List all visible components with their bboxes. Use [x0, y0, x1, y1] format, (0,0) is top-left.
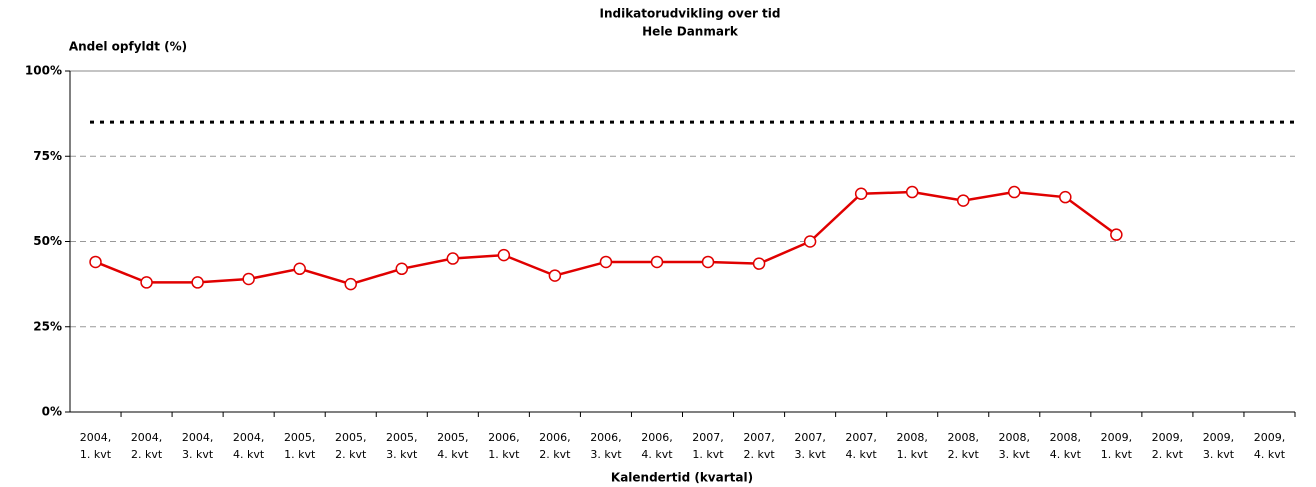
x-tick-label: 4. kvt: [641, 448, 673, 461]
x-tick-label: 3. kvt: [590, 448, 622, 461]
x-tick-label: 2007,: [794, 431, 826, 444]
x-tick-label: 1. kvt: [692, 448, 724, 461]
y-tick-label: 75%: [33, 149, 62, 163]
x-tick-label: 2006,: [488, 431, 520, 444]
data-point: [446, 252, 460, 265]
x-tick-label: 4. kvt: [437, 448, 469, 461]
y-tick-label: 100%: [25, 64, 62, 78]
x-tick-label: 2009,: [1203, 431, 1235, 444]
data-point: [395, 262, 409, 276]
data-point: [701, 255, 715, 269]
data-point: [242, 272, 255, 286]
data-point: [650, 255, 664, 269]
data-point: [905, 185, 919, 199]
x-tick-label: 1. kvt: [1101, 448, 1133, 461]
x-tick-label: 4. kvt: [846, 448, 878, 461]
data-point: [752, 257, 766, 270]
x-tick-label: 2007,: [743, 431, 775, 444]
x-tick-label: 2004,: [233, 431, 265, 444]
x-tick-label: 2008,: [896, 431, 928, 444]
x-tick-label: 3. kvt: [386, 448, 418, 461]
x-tick-label: 2. kvt: [539, 448, 571, 461]
data-point: [1110, 228, 1123, 241]
data-point: [599, 255, 613, 269]
x-tick-label: 2004,: [131, 431, 163, 444]
x-tick-label: 2. kvt: [743, 448, 775, 461]
x-tick-label: 1. kvt: [284, 448, 316, 461]
data-point: [803, 235, 817, 248]
data-point: [548, 269, 562, 282]
x-tick-label: 4. kvt: [1254, 448, 1286, 461]
x-tick-label: 2004,: [80, 431, 112, 444]
x-tick-label: 2. kvt: [948, 448, 980, 461]
x-tick-label: 1. kvt: [488, 448, 520, 461]
data-point: [497, 248, 511, 262]
x-tick-label: 3. kvt: [795, 448, 827, 461]
x-tick-label: 1. kvt: [897, 448, 929, 461]
x-axis-label: Kalendertid (kvartal): [611, 471, 753, 485]
x-tick-label: 2006,: [641, 431, 673, 444]
x-tick-label: 2009,: [1101, 431, 1133, 444]
x-tick-label: 2008,: [947, 431, 979, 444]
x-tick-label: 2008,: [999, 431, 1031, 444]
data-point: [854, 187, 868, 201]
x-tick-label: 4. kvt: [1050, 448, 1082, 461]
x-tick-label: 2006,: [590, 431, 622, 444]
x-tick-label: 2006,: [539, 431, 571, 444]
data-point: [344, 277, 357, 291]
x-tick-label: 2. kvt: [335, 448, 367, 461]
x-tick-label: 2005,: [284, 431, 316, 444]
y-tick-label: 50%: [33, 234, 62, 248]
x-tick-label: 2007,: [692, 431, 724, 444]
x-tick-label: 2009,: [1152, 431, 1184, 444]
x-tick-label: 2004,: [182, 431, 214, 444]
data-point: [956, 194, 970, 207]
x-tick-label: 2005,: [437, 431, 469, 444]
data-point: [191, 276, 204, 289]
data-point: [89, 255, 102, 269]
x-tick-label: 2008,: [1050, 431, 1082, 444]
data-point: [1008, 185, 1021, 199]
data-point: [1059, 190, 1072, 204]
chart-title: Indikatorudvikling over tid: [599, 7, 780, 21]
x-tick-label: 2005,: [335, 431, 367, 444]
y-axis-label: Andel opfyldt (%): [69, 40, 187, 54]
chart-subtitle: Hele Danmark: [642, 25, 739, 39]
y-tick-label: 25%: [33, 319, 62, 333]
x-tick-label: 2005,: [386, 431, 418, 444]
x-tick-label: 4. kvt: [233, 448, 265, 461]
x-tick-label: 2007,: [845, 431, 877, 444]
x-tick-label: 1. kvt: [80, 448, 112, 461]
data-point: [293, 262, 306, 276]
x-tick-label: 3. kvt: [182, 448, 214, 461]
data-point: [140, 276, 153, 289]
x-tick-label: 2009,: [1254, 431, 1286, 444]
x-tick-label: 2. kvt: [1152, 448, 1184, 461]
x-tick-label: 2. kvt: [131, 448, 163, 461]
x-tick-label: 3. kvt: [999, 448, 1031, 461]
x-tick-label: 3. kvt: [1203, 448, 1235, 461]
y-tick-label: 0%: [42, 405, 62, 419]
